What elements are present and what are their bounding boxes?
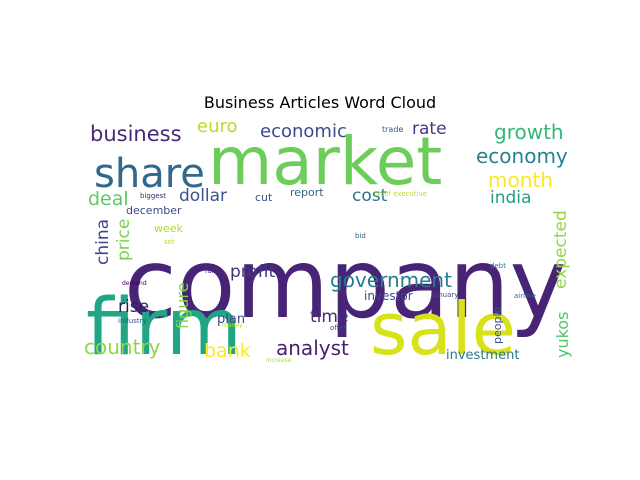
word-market: market — [208, 123, 442, 200]
word-price: price — [114, 219, 134, 261]
word-euro: euro — [197, 117, 238, 137]
word-bid: bid — [355, 232, 366, 240]
word-industry: industry — [118, 317, 147, 325]
word-investment: investment — [446, 348, 519, 363]
word-deal: deal — [88, 188, 129, 210]
word-yukos: yukos — [553, 312, 572, 358]
word-debt: debt — [490, 262, 506, 270]
word-january: january — [431, 291, 458, 299]
word-fall: fall — [205, 267, 216, 275]
word-share: share — [94, 151, 205, 197]
word-investor: investor — [364, 289, 413, 303]
word-business: business — [90, 122, 182, 146]
word-december: december — [126, 204, 182, 217]
word-bank: bank — [204, 340, 251, 362]
word-rise: rise — [118, 297, 149, 317]
word-people: people — [491, 306, 504, 344]
word-increase: increase — [266, 357, 292, 364]
word-biggest: biggest — [140, 192, 166, 200]
word-month: month — [488, 168, 553, 192]
word-cloud: company market firm sale share business econom… — [80, 117, 580, 367]
word-time: time — [310, 307, 348, 327]
word-india: india — [490, 188, 531, 208]
word-trade: trade — [382, 125, 403, 134]
word-growth: growth — [494, 120, 564, 144]
word-company: company — [124, 228, 566, 340]
word-economic: economic — [260, 121, 347, 142]
word-cost: cost — [352, 186, 388, 206]
word-dollar: dollar — [179, 186, 227, 206]
word-rate: rate — [412, 119, 447, 139]
word-set: set — [164, 238, 175, 246]
word-sale: sale — [370, 287, 516, 367]
word-government: government — [330, 268, 452, 292]
word-profit: profit — [230, 262, 276, 282]
word-economy: economy — [476, 144, 568, 168]
word-cut: cut — [255, 191, 273, 204]
word-china: china — [93, 219, 113, 265]
word-week: week — [154, 222, 184, 235]
word-money: money — [222, 322, 243, 329]
word-offer: offer — [330, 324, 346, 332]
chart-title: Business Articles Word Cloud — [203, 93, 437, 112]
word-analyst: analyst — [276, 336, 349, 360]
word-figure: figure — [173, 283, 192, 329]
word-report: report — [290, 186, 324, 199]
word-demand: demand — [122, 280, 147, 287]
word-expected: expected — [551, 210, 571, 289]
word-firm: firm — [86, 283, 242, 367]
word-country: country — [84, 335, 161, 359]
word-chief-executive: chief executive — [374, 190, 427, 198]
word-airline: airline — [514, 292, 536, 300]
word-plan: plan — [217, 312, 245, 327]
